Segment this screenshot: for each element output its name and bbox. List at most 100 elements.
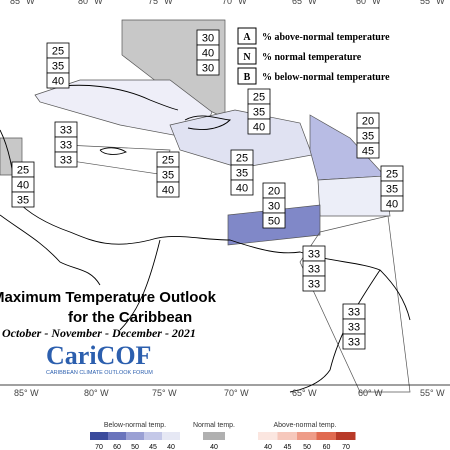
color-scale: Below-normal temp. Normal temp. Above-norm…	[90, 422, 356, 450]
legend: A % above-normal temperature N % normal tem…	[237, 27, 390, 85]
logo-tagline: CARIBBEAN CLIMATE OUTLOOK FORUM	[46, 370, 153, 376]
prob-cell	[156, 181, 180, 198]
prob-value: 33	[308, 249, 320, 261]
lon-label: 60° W	[356, 0, 381, 6]
prob-value: 35	[253, 107, 265, 119]
prob-cell	[356, 142, 380, 159]
prob-value: 40	[386, 199, 398, 211]
legend-box	[237, 27, 257, 45]
prob-value: 33	[348, 337, 360, 349]
scale-title: Above-normal temp.	[273, 422, 336, 429]
scale-swatch	[144, 432, 162, 440]
boxes: 30 40 30 25 35 40 25 35 40 20 35 45 33 33 33 25 35 40 25 35…	[11, 29, 404, 350]
prob-value: 25	[52, 46, 64, 58]
prob-value: 40	[236, 183, 248, 195]
scale-title: Below-normal temp.	[104, 422, 166, 429]
legend-key: B	[244, 72, 251, 83]
legend-box	[237, 47, 257, 65]
lon-label: 75° W	[152, 388, 177, 398]
prob-value: 20	[268, 186, 280, 198]
prob-cell	[262, 212, 286, 229]
prob-value: 25	[253, 92, 265, 104]
scale-tick: 45	[149, 444, 157, 450]
scale-tick: 60	[323, 444, 331, 450]
subtitle: for the Caribbean	[68, 309, 192, 326]
legend-text: % below-normal temperature	[262, 72, 390, 83]
prob-value: 33	[348, 322, 360, 334]
prob-cell	[302, 275, 326, 292]
prob-cell	[247, 118, 271, 135]
scale-title: Normal temp.	[193, 422, 235, 429]
lon-label: 85° W	[10, 0, 35, 6]
lon-label: 70° W	[222, 0, 247, 6]
prob-cell	[380, 195, 404, 212]
title: Maximum Temperature Outlook	[0, 289, 217, 306]
prob-value: 40	[17, 180, 29, 192]
prob-value: 25	[386, 169, 398, 181]
prob-value: 25	[236, 153, 248, 165]
scale-swatch	[90, 432, 108, 440]
prob-value: 33	[60, 140, 72, 152]
prob-value: 40	[162, 185, 174, 197]
scale-tick: 40	[210, 444, 218, 450]
axis-labels: 85° W 80° W 75° W 70° W 65° W 60° W 55° W 85° W…	[10, 0, 445, 398]
lon-label: 85° W	[14, 388, 39, 398]
scale-tick: 70	[342, 444, 350, 450]
prob-value: 35	[162, 170, 174, 182]
logo: CariCOF	[46, 341, 151, 370]
prob-cell	[54, 151, 78, 168]
lon-label: 65° W	[292, 0, 317, 6]
prob-value: 33	[308, 279, 320, 291]
coastlines	[0, 84, 411, 393]
prob-value: 40	[253, 122, 265, 134]
lon-label: 70° W	[224, 388, 249, 398]
scale-swatch	[108, 432, 126, 440]
prob-cell	[46, 72, 70, 89]
prob-value: 35	[17, 195, 29, 207]
scale-swatch	[126, 432, 144, 440]
prob-cell	[196, 59, 220, 76]
prob-cell	[342, 333, 366, 350]
prob-value: 50	[268, 216, 280, 228]
scale-swatch	[258, 432, 278, 440]
prob-value: 40	[202, 48, 214, 60]
scale-tick: 40	[167, 444, 175, 450]
prob-value: 25	[162, 155, 174, 167]
period: October - November - December - 2021	[2, 326, 196, 340]
scale-swatch	[297, 432, 317, 440]
lon-label: 60° W	[358, 388, 383, 398]
prob-value: 30	[202, 63, 214, 75]
scale-tick: 40	[264, 444, 272, 450]
prob-value: 20	[362, 116, 374, 128]
prob-value: 35	[386, 184, 398, 196]
prob-cell	[11, 191, 35, 208]
prob-value: 33	[308, 264, 320, 276]
prob-value: 40	[52, 76, 64, 88]
lon-label: 55° W	[420, 0, 445, 6]
scale-tick: 70	[95, 444, 103, 450]
scale-tick: 45	[284, 444, 292, 450]
scale-tick: 60	[113, 444, 121, 450]
title-block: Maximum Temperature Outlook for the Cari…	[0, 289, 217, 376]
legend-key: N	[243, 52, 251, 63]
coast	[119, 239, 381, 393]
region-outline	[64, 144, 171, 176]
legend-key: A	[243, 32, 251, 43]
region-area	[317, 175, 391, 217]
scale-swatch	[203, 432, 225, 440]
legend-text: % normal temperature	[262, 52, 362, 63]
prob-value: 33	[60, 155, 72, 167]
prob-value: 45	[362, 146, 374, 158]
coast	[0, 214, 101, 286]
coast	[49, 84, 179, 111]
prob-value: 35	[362, 131, 374, 143]
scale-swatch	[162, 432, 180, 440]
prob-value: 33	[60, 125, 72, 137]
coast	[99, 147, 127, 155]
lon-label: 75° W	[148, 0, 173, 6]
lon-label: 80° W	[84, 388, 109, 398]
scale-swatch	[316, 432, 336, 440]
coast	[184, 115, 231, 131]
prob-value: 30	[268, 201, 280, 213]
